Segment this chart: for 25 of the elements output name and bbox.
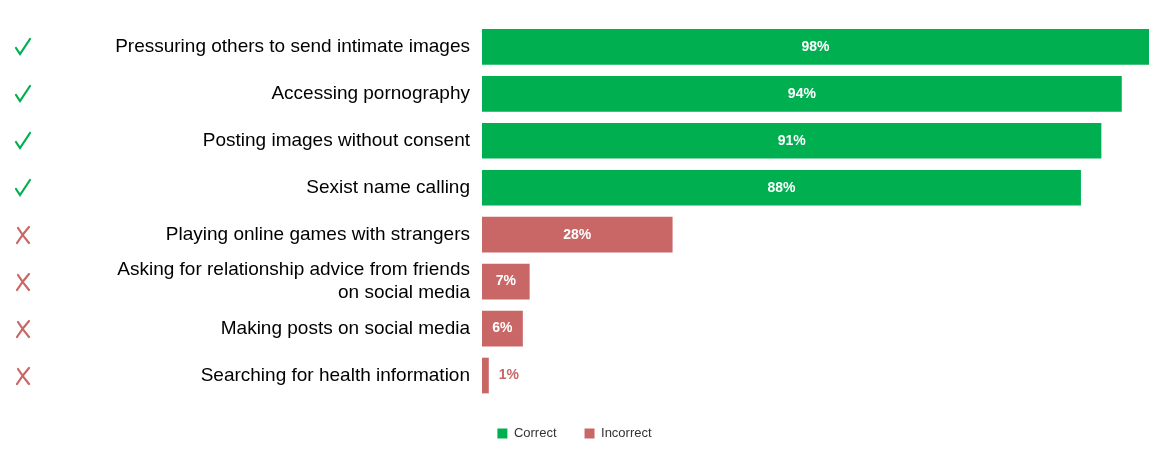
data-label: 91% <box>777 131 807 148</box>
y-tick-label: Accessing pornography <box>271 82 471 104</box>
data-label: 94% <box>787 84 817 101</box>
legend-label: Correct <box>513 425 557 441</box>
data-label: 28% <box>563 225 592 242</box>
bar <box>482 216 673 253</box>
y-tick-label: Posting images without consent <box>202 129 471 151</box>
y-tick-label: Sexist name calling <box>306 175 470 197</box>
bar <box>482 357 489 394</box>
bar <box>482 263 530 300</box>
data-label: 98% <box>801 37 831 54</box>
y-tick-label: Making posts on social media <box>220 316 471 338</box>
bar <box>482 122 1102 159</box>
y-tick-label: Pressuring others to send intimate images <box>115 35 470 57</box>
bar <box>482 169 1081 206</box>
data-label: 88% <box>767 178 797 195</box>
bar <box>482 29 1149 65</box>
y-tick-label: Searching for health information <box>200 363 470 385</box>
legend-label: Incorrect <box>601 425 652 441</box>
data-label: 7% <box>495 272 517 289</box>
y-tick-label: Playing online games with strangers <box>165 222 470 244</box>
data-label: 6% <box>492 319 514 336</box>
bar <box>482 75 1122 112</box>
y-tick-label: Asking for relationship advice from friends on social media <box>117 258 471 303</box>
data-label: 1% <box>498 366 520 383</box>
